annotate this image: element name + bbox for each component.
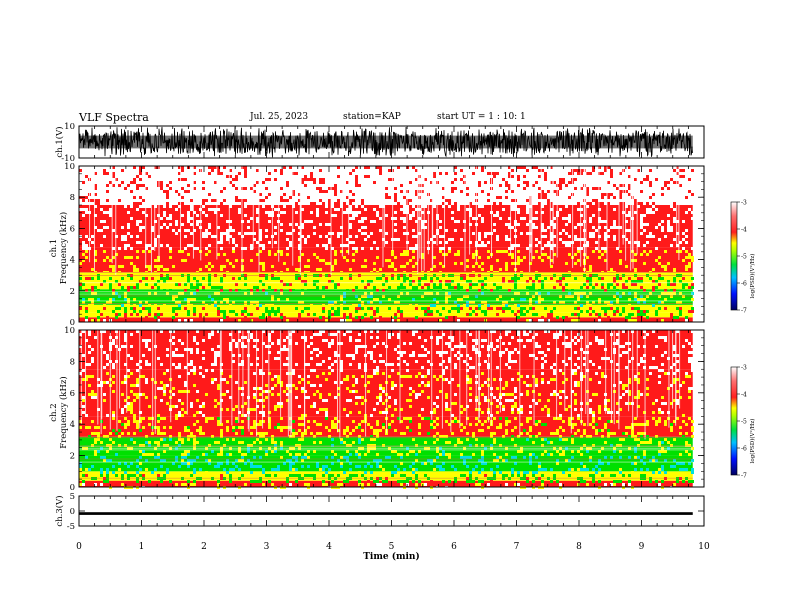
colorbar-1-label: log(PSD)(V²/Hz) — [749, 419, 756, 464]
colorbar-0 — [730, 201, 738, 311]
xtick-label-9: 9 — [639, 542, 645, 552]
ch2-spec-ytick-3: 6 — [70, 389, 75, 399]
ch1-band-6 — [79, 205, 693, 248]
ch3-wave-ytick-2: -5 — [67, 522, 75, 532]
ch1-spec-ytick-4: 8 — [70, 193, 75, 203]
colorbar-0-tick-4: -7 — [741, 308, 747, 315]
ch1-spectrogram — [79, 166, 694, 322]
xtick-label-6: 6 — [451, 542, 457, 552]
ch1-band-1 — [79, 312, 693, 318]
ch1-band-2 — [79, 304, 693, 313]
ch2-spec-ylabel2: Frequency (kHz) — [58, 376, 69, 448]
ch2-spec-ytick-2: 4 — [70, 420, 75, 430]
xtick-label-8: 8 — [576, 542, 582, 552]
ch2-band-0 — [79, 480, 693, 487]
xtick-label-5: 5 — [389, 542, 395, 552]
x-axis-label: Time (min) — [363, 551, 420, 562]
xtick-label-1: 1 — [139, 542, 145, 552]
colorbar-1-tick-3: -6 — [741, 446, 747, 453]
ch2-spec-ytick-0: 0 — [70, 483, 75, 493]
xtick-label-10: 10 — [698, 542, 710, 552]
ch1-spec-ytick-1: 2 — [70, 287, 75, 297]
ch1-spec-ytick-5: 10 — [64, 162, 75, 172]
xtick-label-0: 0 — [76, 542, 82, 552]
ch2-band-1 — [79, 471, 693, 481]
station-label: station=KAP — [343, 112, 401, 122]
ch2-spec-ytick-4: 8 — [70, 357, 75, 367]
start-time-label: start UT = 1 : 10: 1 — [437, 112, 526, 122]
xtick-label-3: 3 — [264, 542, 270, 552]
ch3-wave-ytick-0: 5 — [70, 492, 75, 502]
ch1-wave-ytick-1: -10 — [61, 154, 75, 164]
xtick-label-7: 7 — [514, 542, 520, 552]
ch3-wave-ylabel: ch.3(V) — [54, 495, 65, 526]
ch1-spec-ytick-0: 0 — [70, 318, 75, 328]
ch2-spec-ytick-1: 2 — [70, 452, 75, 462]
figure-title: VLF Spectra — [79, 111, 149, 124]
ch1-band-0 — [79, 317, 693, 322]
ch3-wave-ytick-1: 0 — [70, 507, 75, 517]
colorbar-0-tick-3: -6 — [741, 281, 747, 288]
ch1-spec-ylabel: ch.1 — [49, 239, 59, 257]
colorbar-1-tick-1: -4 — [741, 392, 747, 399]
colorbar-1-tick-2: -5 — [741, 419, 747, 426]
colorbar-0-tick-2: -5 — [741, 254, 747, 261]
colorbar-1-tick-0: -3 — [741, 365, 747, 372]
ch2-spectrogram — [79, 330, 694, 489]
date-label: Jul. 25, 2023 — [250, 112, 309, 122]
ch1-band-7 — [79, 166, 693, 205]
ch1-waveform-core — [79, 135, 693, 149]
colorbar-0-label: log(PSD)(V²/Hz) — [749, 254, 756, 299]
ch2-spec-ytick-5: 10 — [64, 326, 75, 336]
ch1-spec-ytick-3: 6 — [70, 224, 75, 234]
ch1-spec-ylabel2: Frequency (kHz) — [58, 212, 69, 284]
xtick-label-2: 2 — [201, 542, 207, 552]
ch1-wave-ylabel: ch.1(V) — [54, 126, 65, 157]
ch1-spec-ytick-2: 4 — [70, 256, 75, 266]
ch2-spec-ylabel: ch.2 — [49, 403, 59, 421]
colorbar-1 — [730, 366, 738, 476]
xtick-label-4: 4 — [326, 542, 332, 552]
ch1-wave-ytick-0: 10 — [64, 122, 75, 132]
colorbar-0-tick-1: -4 — [741, 227, 747, 234]
colorbar-1-tick-4: -7 — [741, 473, 747, 480]
colorbar-0-tick-0: -3 — [741, 200, 747, 207]
ch3-waveform-band — [79, 512, 693, 515]
